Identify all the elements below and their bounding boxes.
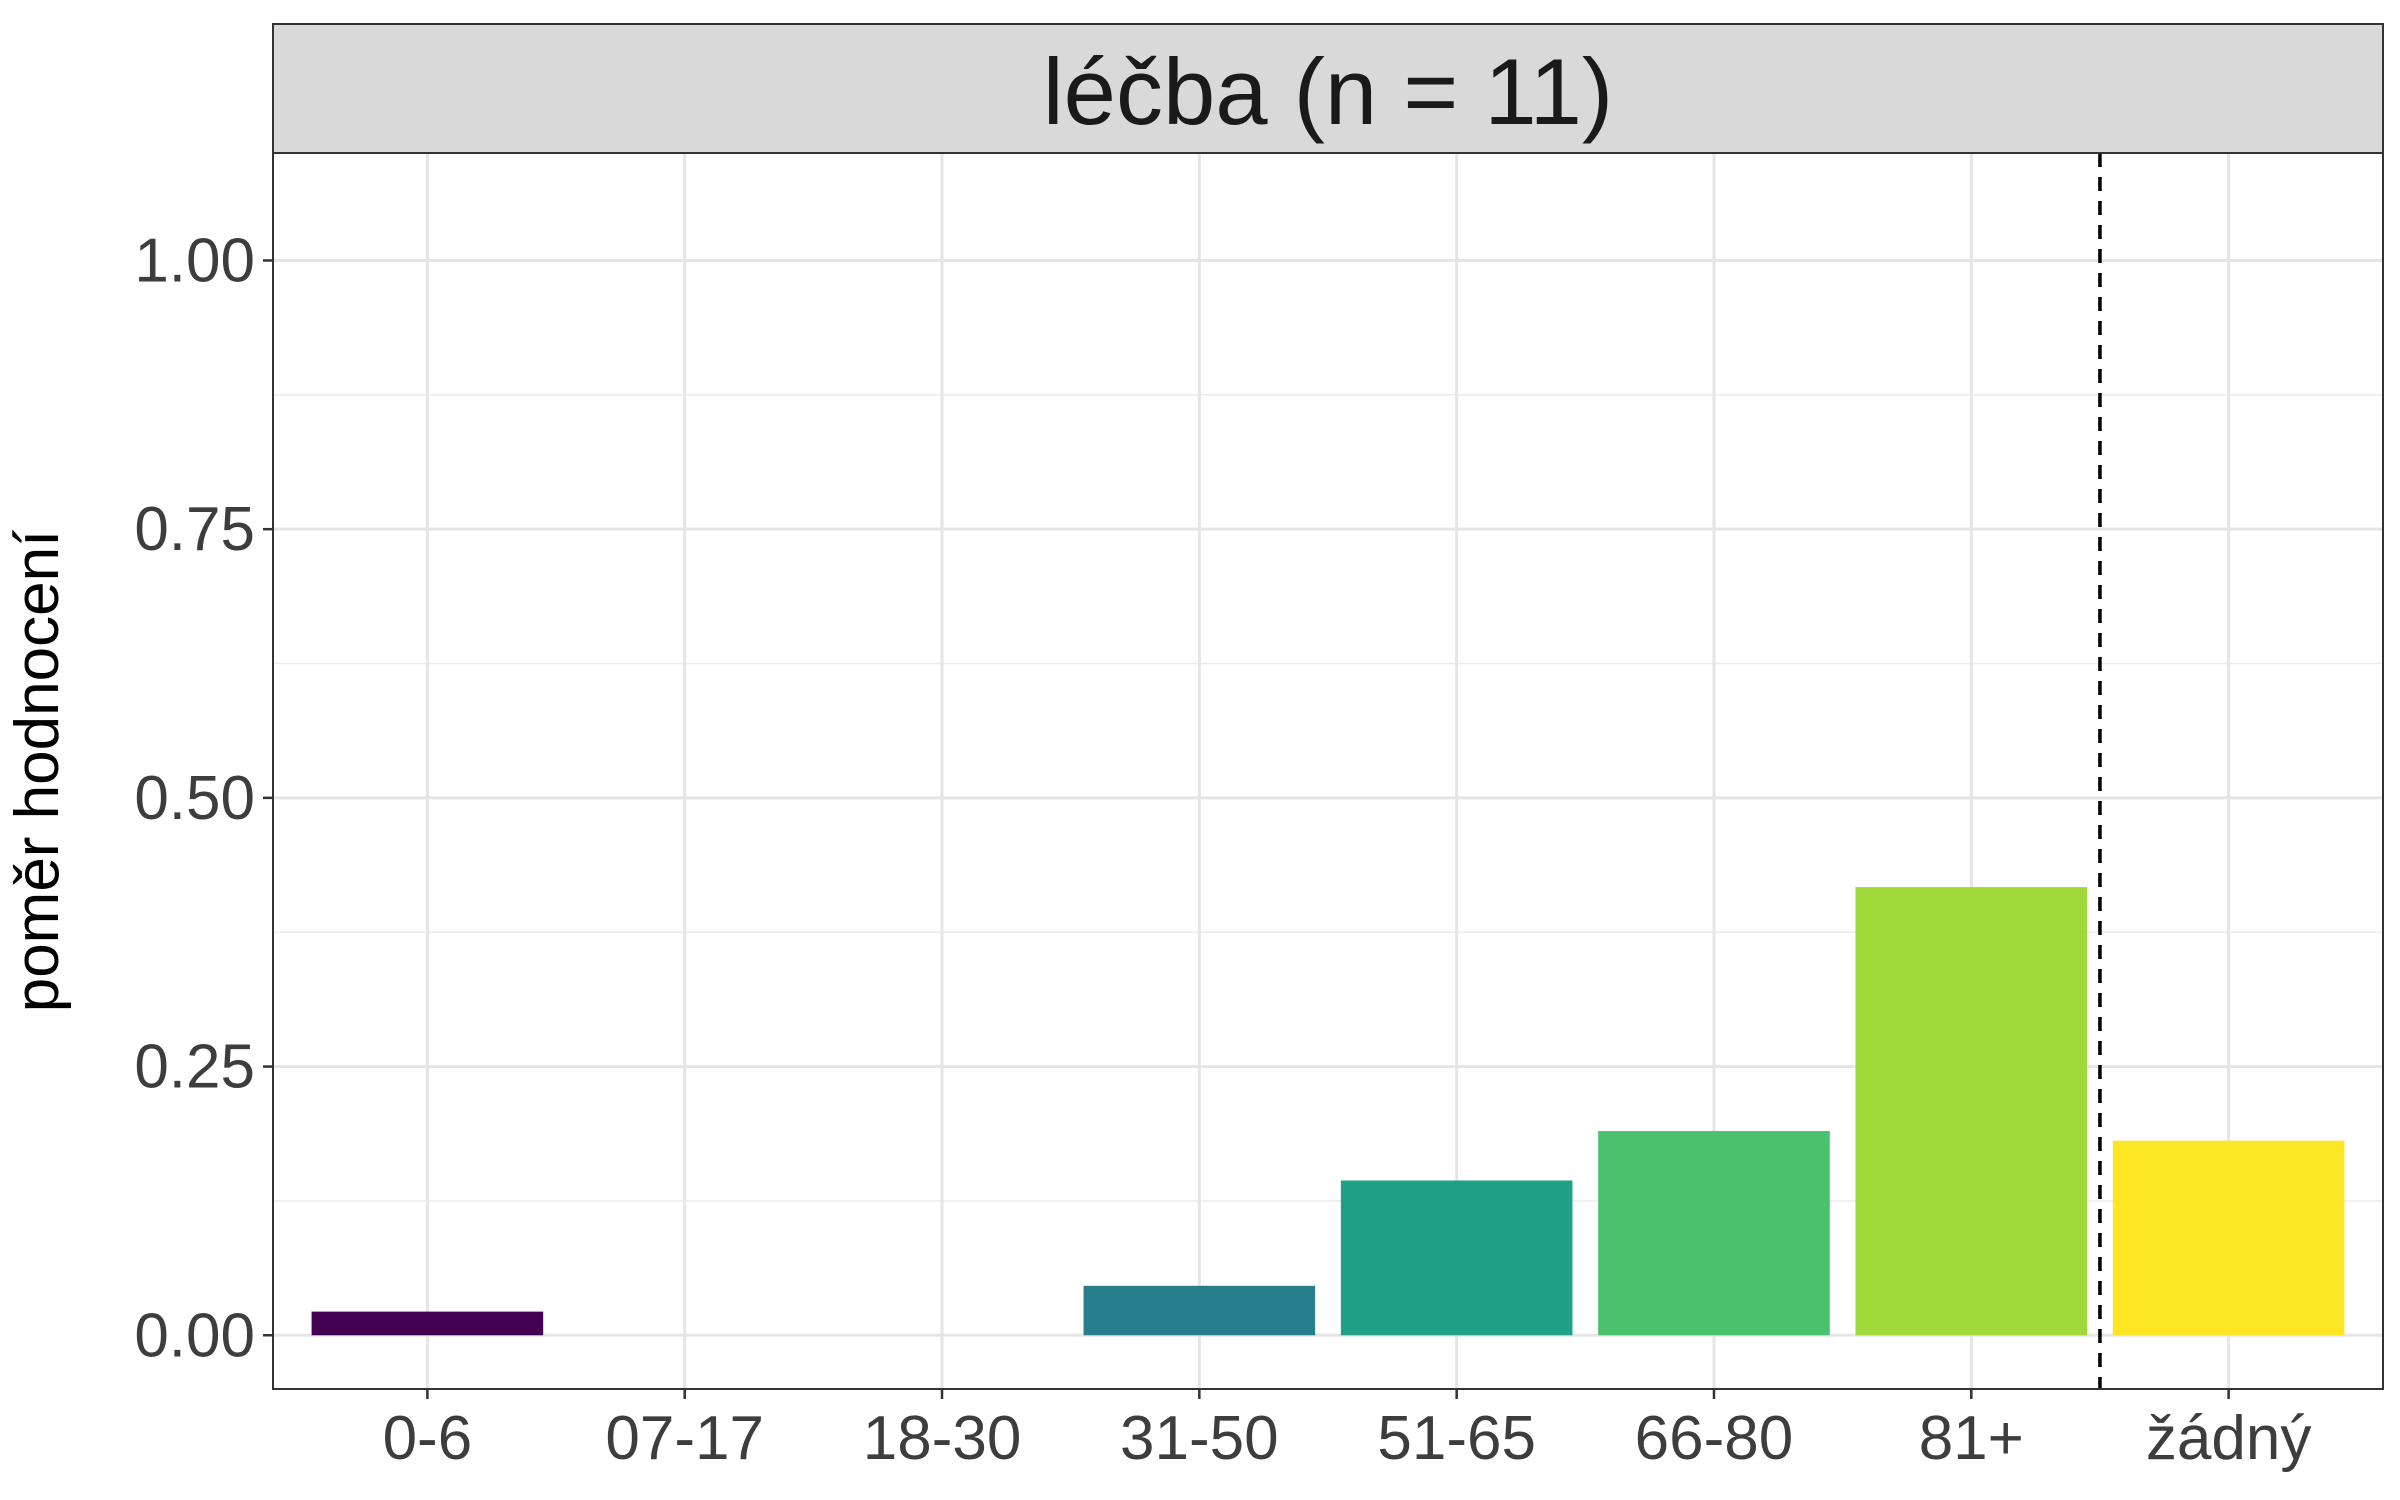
facet-strip: léčba (n = 11) — [272, 23, 2384, 154]
x-tick-label: 51-65 — [1377, 1404, 1536, 1473]
x-tick-label: 18-30 — [863, 1404, 1022, 1473]
bar-žádný — [2112, 1140, 2345, 1336]
bar-66-80 — [1598, 1131, 1830, 1336]
x-tick-label: 66-80 — [1635, 1404, 1794, 1473]
x-tick-label: 07-17 — [605, 1404, 764, 1473]
facet-title: léčba (n = 11) — [1043, 39, 1613, 144]
bar-81+ — [1855, 887, 2088, 1336]
y-tick-label: 0.25 — [134, 1033, 255, 1102]
y-tick-label: 0.50 — [134, 764, 255, 833]
strip-background — [272, 23, 2384, 154]
y-axis-title: poměr hodnocení — [3, 530, 72, 1013]
x-tick-label: 81+ — [1919, 1404, 2024, 1473]
bars — [311, 887, 2345, 1336]
y-axis: 0.00 0.25 0.50 0.75 1.00 — [134, 226, 273, 1370]
x-tick-label: 0-6 — [383, 1404, 473, 1473]
y-tick-label: 0.75 — [134, 495, 255, 564]
x-tick-label: 31-50 — [1120, 1404, 1279, 1473]
x-axis: 0-6 07-17 18-30 31-50 51-65 66-80 81+ žádný — [383, 1389, 2311, 1473]
y-tick-label: 1.00 — [134, 226, 255, 295]
bar-0-6 — [311, 1311, 544, 1336]
grid — [273, 153, 2383, 1389]
bar-51-65 — [1340, 1180, 1573, 1336]
x-tick-label: žádný — [2146, 1404, 2311, 1473]
y-tick-label: 0.00 — [134, 1301, 255, 1370]
bar-31-50 — [1083, 1285, 1316, 1336]
